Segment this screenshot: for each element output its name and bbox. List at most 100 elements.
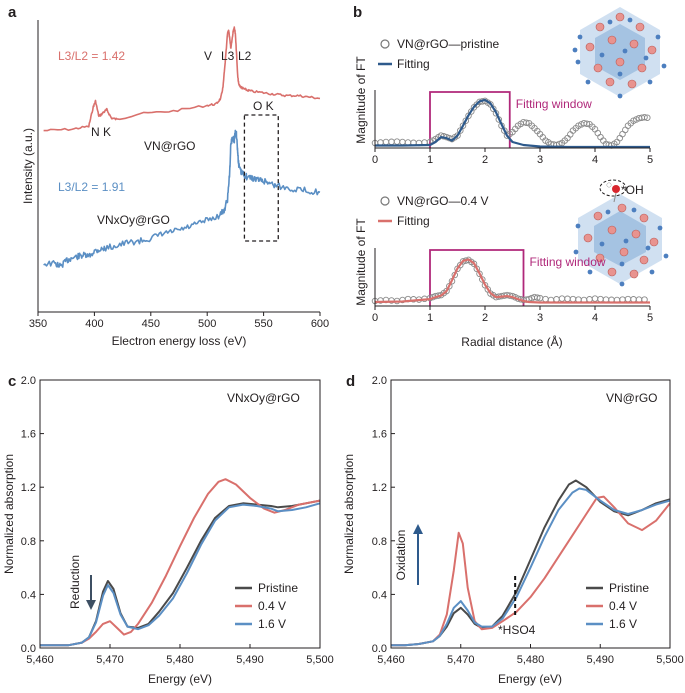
x-tick-label: 5,490 [236,654,264,666]
adsorbate-oh-label: *OH [621,183,644,197]
reduction-arrowhead [86,600,96,610]
data-point [470,260,478,268]
panel-b-bottom-x-ticks: 0 1 2 3 4 5 [372,306,653,324]
y-tick-label: 1.6 [21,429,36,441]
crystal-structure-illustration-top [572,7,667,99]
panel-a: a 350 400 450 500 550 600 Electron energy los… [8,4,329,348]
data-point [569,295,577,303]
data-point [594,129,602,137]
data-point [624,295,632,303]
panel-d-legend: Pristine 0.4 V 1.6 V [586,581,649,631]
v-label: V [204,49,212,63]
y-tick-label: 1.2 [372,482,387,494]
vnxoy-rgo-label: VNxOy@rGO [97,213,170,227]
data-point [630,296,637,303]
data-point [523,119,530,126]
x-tick-label: 1 [427,154,433,166]
legend-label: 1.6 V [609,617,637,631]
data-point [476,270,483,278]
fitting-window-label: Fitting window [530,255,606,269]
legend-label-fit-bottom: Fitting [397,214,430,228]
panel-c-ticks: 5,460 5,470 5,480 5,490 5,500 0.0 0.4 0.8 1.2 1.6… [21,375,334,666]
panel-b-bottom-y-label: Magnitude of FT [354,218,368,306]
x-tick-label: 2 [482,154,488,166]
data-point [644,114,651,121]
data-point [553,296,560,303]
x-tick-label: 5,460 [377,654,405,666]
panel-a-label: a [8,4,17,21]
y-tick-label: 0.4 [372,589,387,601]
legend-label-data-top: VN@rGO—pristine [397,37,500,51]
data-point [586,296,593,303]
data-point [591,295,599,302]
l2-label: L2 [238,49,252,63]
y-tick-label: 2.0 [21,375,36,387]
data-point [564,295,571,303]
data-point [558,295,566,302]
x-tick-label: 450 [142,318,160,330]
panel-b-top-plot: Fitting window [371,91,651,149]
panel-a-plot [43,26,321,268]
y-tick-label: 0.8 [372,536,387,548]
x-tick-label: 2 [482,312,488,324]
panel-d-x-label: Energy (eV) [498,672,562,686]
y-tick-label: 0.8 [21,536,36,548]
l3-label: L3 [221,49,235,63]
data-point [388,138,395,146]
legend-marker-circles-top [380,39,390,49]
series-line-fitting [374,258,650,304]
legend-label: 0.4 V [609,599,637,613]
fitting-window-bracket [429,91,511,148]
data-point [459,122,467,129]
panel-a-x-ticks: 350 400 450 500 550 600 [29,312,329,330]
x-tick-label: 400 [85,318,103,330]
x-tick-label: 5 [647,312,653,324]
data-point [454,132,461,139]
legend-label: 0.4 V [258,599,286,613]
data-point [534,294,541,301]
y-tick-label: 0.0 [372,643,387,655]
x-tick-label: 5,480 [517,654,545,666]
x-tick-label: 5,460 [26,654,54,666]
data-point [443,287,450,295]
data-point [583,120,591,127]
data-point [399,138,406,146]
legend-label: 1.6 V [258,617,286,631]
data-point [616,134,624,142]
panel-d-y-label: Normalized absorption [342,454,356,574]
data-point [641,113,648,121]
x-tick-label: 1 [427,312,433,324]
ok-dashed-box [243,114,279,242]
x-tick-label: 3 [537,154,543,166]
ratio-red-label: L3/L2 = 1.42 [58,49,125,63]
x-tick-label: 5 [647,154,653,166]
panel-c: c 5,460 5,470 5,480 5,490 5,500 0.0 0.4 0.8 1.2 1… [2,373,334,686]
series-vn-rgo [43,26,321,132]
panel-a-x-label: Electron energy loss (eV) [112,334,247,348]
oxidation-arrowhead [413,524,423,534]
panel-b-x-label: Radial distance (Å) [461,334,562,349]
panel-d-ticks: 5,460 5,470 5,480 5,490 5,500 0.0 0.4 0.8 1.2 1.6… [372,375,684,666]
panel-b-bottom-plot: Fitting window [371,249,650,306]
reduction-label: Reduction [68,555,82,609]
hso4-label: *HSO4 [498,623,536,637]
legend-label-fit-top: Fitting [397,57,430,71]
panel-b: b VN@rGO—pristine Fitting Fitting window [353,4,669,349]
panel-b-label: b [353,4,362,21]
nk-label: N K [91,125,111,139]
series-line-0-4-v [391,495,671,647]
y-tick-label: 2.0 [372,375,387,387]
data-point [473,265,481,273]
x-tick-label: 5,500 [306,654,334,666]
x-tick-label: 5,490 [586,654,614,666]
x-tick-label: 550 [254,318,272,330]
data-point [393,138,401,145]
data-point [457,127,464,134]
series-line-vn-rgo [43,26,321,132]
data-point [567,131,574,138]
crystal-structure-illustration-bottom [573,179,669,287]
panel-b-top-x-ticks: 0 1 2 3 4 5 [372,148,653,166]
data-point [462,117,470,124]
series-vnxoy-rgo [43,129,321,268]
x-tick-label: 3 [537,312,543,324]
